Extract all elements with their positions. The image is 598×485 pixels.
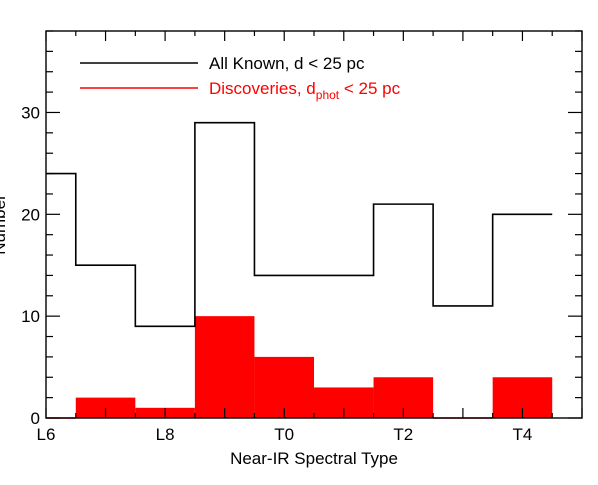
y-tick-label-10: 10 — [21, 307, 40, 326]
y-tick-label-20: 20 — [21, 205, 40, 224]
x-tick-label-T4: T4 — [513, 425, 533, 444]
y-axis-title: Number — [0, 194, 9, 255]
y-axis-ticks — [46, 30, 582, 419]
legend-label-discoveries-main: Discoveries, d — [209, 79, 316, 98]
x-axis-tick-labels: L6 L8 T0 T2 T4 — [37, 425, 533, 444]
legend-label-all-known: All Known, d < 25 pc — [209, 54, 365, 73]
x-tick-label-L8: L8 — [156, 425, 175, 444]
x-tick-label-L6: L6 — [37, 425, 56, 444]
y-tick-label-30: 30 — [21, 103, 40, 122]
discoveries-bar-L7 — [75, 397, 136, 418]
x-tick-label-T0: T0 — [274, 425, 294, 444]
y-tick-label-0: 0 — [31, 409, 40, 428]
discoveries-bar-L9 — [194, 316, 255, 418]
legend-label-discoveries-sub: phot — [316, 88, 340, 102]
legend-label-discoveries: Discoveries, dphot < 25 pc — [209, 79, 401, 102]
legend-label-discoveries-suffix: < 25 pc — [339, 79, 400, 98]
discoveries-bars — [46, 316, 553, 419]
y-axis-tick-labels: 0 10 20 30 — [21, 103, 40, 428]
discoveries-bar-T0 — [254, 356, 314, 418]
x-tick-label-T2: T2 — [393, 425, 413, 444]
x-axis-title: Near-IR Spectral Type — [230, 449, 398, 468]
all-known-step-line — [46, 121, 553, 328]
x-axis-ticks — [45, 31, 583, 418]
legend: All Known, d < 25 pc Discoveries, dphot … — [80, 54, 401, 102]
